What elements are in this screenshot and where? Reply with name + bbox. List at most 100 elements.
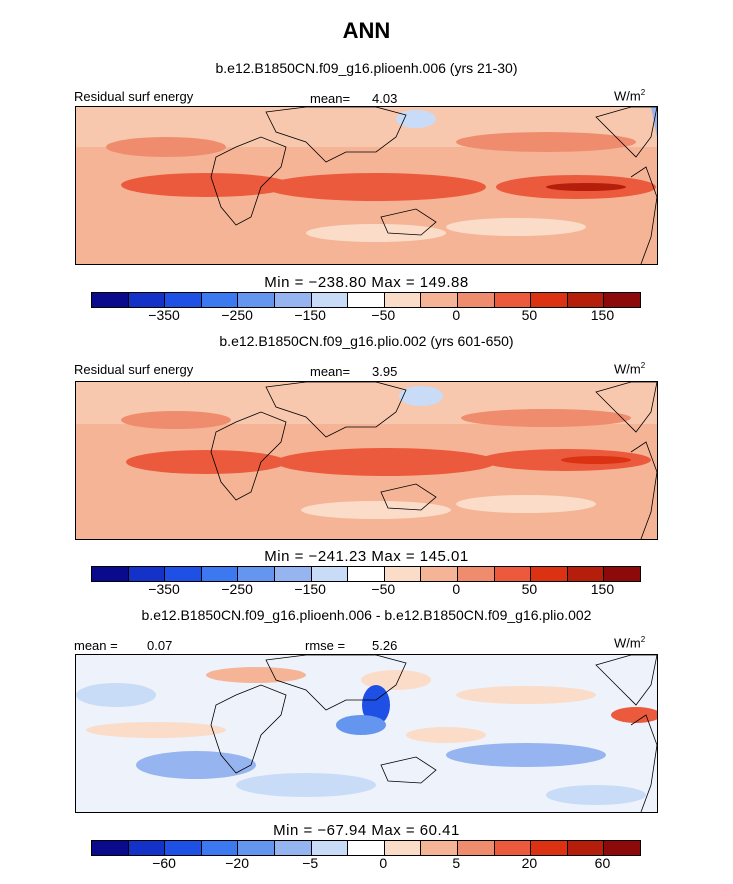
panel3-colorbar-swatch (604, 841, 640, 855)
panel2-colorbar-ticks: −350 −250 −150 −50 0 50 150 (91, 581, 639, 599)
panel2-subtitle: b.e12.B1850CN.f09_g16.plio.002 (yrs 601-… (219, 333, 514, 349)
panel1-colorbar-swatch (567, 293, 605, 307)
panel2-coastlines (210, 382, 657, 539)
panel1-colorbar-swatch (165, 293, 202, 307)
panel2-colorbar-swatch (165, 567, 202, 581)
panel1-colorbar-swatch (128, 293, 166, 307)
panel3-map-plot (76, 655, 657, 812)
panel3-rmse-label: rmse = (305, 638, 346, 653)
panel1-colorbar-ticks: −350 −250 −150 −50 0 50 150 (91, 307, 639, 325)
panel1-coastlines (210, 107, 657, 264)
panel2-map-plot (76, 382, 657, 539)
panel1-colorbar-swatch (92, 293, 129, 307)
panel1-colorbar-swatch (311, 293, 349, 307)
panel3-colorbar-swatch (457, 841, 495, 855)
panel3-colorbar-tick-label: 60 (594, 855, 611, 871)
panel3-colorbar-swatch (201, 841, 239, 855)
panel3-rmse-value: 5.26 (372, 638, 398, 653)
panel3-colorbar-swatch (531, 841, 568, 855)
panel3-colorbar-swatch (128, 841, 166, 855)
panel3-mean-value: 0.07 (147, 638, 173, 653)
panel2-colorbar-tick-label: 0 (452, 581, 461, 597)
panel3-colorbar-tick-label: 20 (521, 855, 538, 871)
figure-title: ANN (342, 18, 391, 43)
panel1-colorbar-swatch (274, 293, 312, 307)
panel1-colorbar-tick-label: 50 (521, 307, 538, 323)
panel2-colorbar-swatch (457, 567, 495, 581)
panel1-units: W/m2 (614, 88, 646, 104)
panel2-mean-label: mean= (310, 364, 351, 379)
panel1-minmax: Min = −238.80 Max = 149.88 (264, 274, 469, 291)
panel3-colorbar-tick-label: −20 (225, 855, 249, 871)
panel1-colorbar-tick-label: −150 (294, 307, 326, 323)
panel3-colorbar-swatch (421, 841, 458, 855)
panel3-colorbar (91, 840, 641, 856)
panel2-colorbar-tick-label: 50 (521, 581, 538, 597)
panel2-colorbar-tick-label: −250 (221, 581, 253, 597)
panel3-colorbar-swatch (92, 841, 129, 855)
panel3-colorbar-tick-label: 5 (452, 855, 461, 871)
panel3-subtitle: b.e12.B1850CN.f09_g16.plioenh.006 - b.e1… (141, 607, 592, 623)
panel1-mean-value: 4.03 (372, 91, 398, 106)
panel1-colorbar-tick-label: −350 (148, 307, 180, 323)
panel3-colorbar-swatch (238, 841, 275, 855)
panel2-colorbar-swatch (128, 567, 166, 581)
panel3-map (75, 654, 658, 813)
panel3-colorbar-swatch (165, 841, 202, 855)
panel1-colorbar-swatch (604, 293, 640, 307)
panel3-colorbar-tick-label: −60 (152, 855, 176, 871)
panel1-colorbar-swatch (238, 293, 275, 307)
panel2-colorbar-tick-label: −150 (294, 581, 326, 597)
panel1-subtitle: b.e12.B1850CN.f09_g16.plioenh.006 (yrs 2… (215, 60, 518, 76)
panel3-colorbar-swatch (384, 841, 422, 855)
panel1-map (75, 106, 658, 265)
panel2-colorbar-swatch (274, 567, 312, 581)
panel2-colorbar-swatch (311, 567, 349, 581)
panel2-colorbar-tick-label: 150 (590, 581, 615, 597)
panel2-variable-label: Residual surf energy (74, 362, 194, 377)
panel1-colorbar (91, 292, 641, 308)
panel2-minmax: Min = −241.23 Max = 145.01 (264, 548, 469, 565)
panel2-colorbar-tick-label: −50 (371, 581, 396, 597)
panel1-colorbar-tick-label: −250 (221, 307, 253, 323)
panel2-mean-value: 3.95 (372, 364, 398, 379)
panel1-map-plot (76, 107, 657, 264)
panel2-colorbar-swatch (567, 567, 605, 581)
panel3-colorbar-tick-label: 0 (379, 855, 388, 871)
panel1-colorbar-swatch (201, 293, 239, 307)
panel1-colorbar-swatch (494, 293, 532, 307)
panel3-mean-label: mean = (74, 638, 118, 653)
panel2-colorbar-swatch (348, 567, 385, 581)
panel1-mean-label: mean= (310, 91, 351, 106)
panel1-variable-label: Residual surf energy (74, 89, 194, 104)
panel1-colorbar-tick-label: 0 (452, 307, 461, 323)
panel1-colorbar-swatch (348, 293, 385, 307)
panel3-colorbar-swatch (494, 841, 532, 855)
panel2-units: W/m2 (614, 361, 646, 377)
panel2-colorbar-swatch (238, 567, 275, 581)
panel3-colorbar-ticks: −60 −20 −5 0 5 20 60 (91, 855, 639, 873)
panel3-units: W/m2 (614, 635, 646, 651)
panel3-colorbar-swatch (311, 841, 349, 855)
panel1-colorbar-swatch (531, 293, 568, 307)
panel3-colorbar-swatch (274, 841, 312, 855)
panel2-colorbar-swatch (494, 567, 532, 581)
panel2-colorbar-swatch (92, 567, 129, 581)
panel3-colorbar-swatch (567, 841, 605, 855)
panel1-colorbar-swatch (457, 293, 495, 307)
panel2-colorbar (91, 566, 641, 582)
panel2-colorbar-swatch (531, 567, 568, 581)
panel1-colorbar-swatch (384, 293, 422, 307)
panel2-colorbar-swatch (421, 567, 458, 581)
panel1-colorbar-tick-label: −50 (371, 307, 396, 323)
panel2-map (75, 381, 658, 540)
panel1-colorbar-tick-label: 150 (590, 307, 615, 323)
panel3-minmax: Min = −67.94 Max = 60.41 (273, 822, 460, 839)
panel2-colorbar-swatch (384, 567, 422, 581)
panel1-colorbar-swatch (421, 293, 458, 307)
panel2-colorbar-swatch (201, 567, 239, 581)
panel3-coastlines (210, 655, 657, 812)
panel3-colorbar-swatch (348, 841, 385, 855)
panel3-colorbar-tick-label: −5 (302, 855, 319, 871)
panel2-colorbar-swatch (604, 567, 640, 581)
